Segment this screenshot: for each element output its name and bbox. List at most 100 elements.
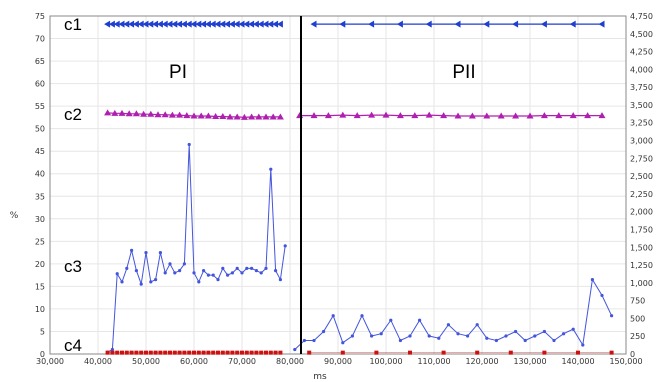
y-tick-label: 40 bbox=[35, 170, 45, 179]
data-point-c4 bbox=[278, 350, 283, 355]
series-c1 bbox=[104, 20, 605, 28]
data-point-c3 bbox=[514, 329, 518, 334]
data-point-c1 bbox=[190, 20, 197, 28]
y2-tick-label: 1,000 bbox=[630, 279, 653, 288]
data-point-c2 bbox=[168, 111, 176, 118]
y-tick-label: 0 bbox=[40, 350, 45, 359]
data-point-c3 bbox=[302, 338, 306, 343]
data-point-c3 bbox=[562, 332, 566, 336]
data-point-c3 bbox=[197, 280, 201, 284]
data-point-c3 bbox=[211, 273, 215, 277]
data-point-c3 bbox=[389, 318, 393, 322]
data-point-c2 bbox=[483, 112, 491, 119]
data-point-c3 bbox=[250, 266, 254, 270]
data-point-c1 bbox=[569, 20, 576, 28]
y-tick-label: 25 bbox=[35, 237, 45, 246]
phase-label-pii: PII bbox=[452, 62, 475, 83]
data-point-c1 bbox=[454, 20, 461, 28]
data-point-c3 bbox=[370, 334, 374, 338]
data-point-c4 bbox=[129, 350, 134, 355]
data-point-c4 bbox=[230, 350, 235, 355]
plot-frame bbox=[49, 15, 627, 355]
series-line-c2 bbox=[299, 114, 602, 117]
data-point-c2 bbox=[240, 113, 248, 120]
x-tick-label: 120,000 bbox=[465, 357, 498, 366]
data-point-c2 bbox=[212, 112, 220, 119]
y2-tick-label: 0 bbox=[630, 350, 635, 359]
x-tick-label: 30,000 bbox=[36, 357, 64, 366]
x-tick-label: 60,000 bbox=[180, 357, 208, 366]
data-point-c2 bbox=[197, 112, 205, 119]
data-point-c4 bbox=[576, 350, 580, 355]
data-point-c2 bbox=[248, 113, 256, 120]
data-point-c3 bbox=[235, 266, 239, 270]
x-tick-label: 110,000 bbox=[417, 357, 450, 366]
data-point-c1 bbox=[257, 20, 264, 28]
data-point-c3 bbox=[163, 271, 167, 275]
data-point-c3 bbox=[254, 269, 258, 273]
data-point-c1 bbox=[128, 20, 135, 28]
y-tick-label: 70 bbox=[35, 35, 45, 44]
data-point-c1 bbox=[368, 20, 375, 28]
series-c4 bbox=[105, 350, 614, 355]
data-point-c4 bbox=[182, 350, 187, 355]
data-point-c1 bbox=[142, 20, 149, 28]
data-point-c1 bbox=[137, 20, 144, 28]
data-point-c3 bbox=[221, 266, 225, 270]
data-point-c4 bbox=[235, 350, 240, 355]
data-point-c3 bbox=[408, 334, 412, 338]
data-point-c2 bbox=[276, 113, 284, 120]
data-point-c1 bbox=[425, 20, 432, 28]
data-point-c1 bbox=[180, 20, 187, 28]
data-point-c1 bbox=[540, 20, 547, 28]
data-point-c1 bbox=[224, 20, 231, 28]
data-point-c2 bbox=[183, 112, 191, 119]
y2-tick-label: 500 bbox=[630, 314, 645, 323]
y-tick-label: 35 bbox=[35, 192, 45, 201]
data-point-c2 bbox=[190, 112, 198, 119]
y2-tick-label: 1,750 bbox=[630, 225, 653, 234]
series-layer bbox=[104, 20, 614, 355]
data-point-c3 bbox=[216, 278, 220, 282]
data-point-c2 bbox=[226, 113, 234, 120]
data-point-c3 bbox=[115, 272, 119, 276]
data-point-c2 bbox=[147, 110, 155, 117]
data-point-c3 bbox=[533, 334, 537, 338]
data-point-c4 bbox=[542, 350, 547, 355]
data-point-c3 bbox=[427, 334, 431, 338]
y2-tick-label: 2,750 bbox=[630, 154, 653, 163]
data-point-c2 bbox=[396, 112, 404, 119]
data-point-c3 bbox=[446, 323, 450, 327]
y2-tick-label: 4,000 bbox=[630, 65, 653, 74]
x-axis-ticks: 30,000 40,000 50,000 60,000 70,000 80,000 90,0… bbox=[36, 357, 643, 366]
data-point-c3 bbox=[182, 262, 186, 266]
data-point-c3 bbox=[293, 347, 297, 352]
y2-tick-label: 750 bbox=[630, 297, 645, 306]
y2-tick-label: 3,000 bbox=[630, 137, 653, 146]
data-point-c3 bbox=[178, 269, 182, 273]
y2-tick-label: 1,500 bbox=[630, 243, 653, 252]
data-point-c3 bbox=[322, 329, 326, 334]
y2-tick-label: 4,500 bbox=[630, 30, 653, 39]
data-point-c4 bbox=[240, 350, 244, 355]
data-point-c1 bbox=[339, 20, 346, 28]
data-point-c2 bbox=[425, 111, 433, 118]
data-point-c3 bbox=[154, 278, 158, 282]
data-point-c1 bbox=[243, 20, 250, 28]
x-tick-label: 150,000 bbox=[609, 357, 642, 366]
y2-tick-label: 4,750 bbox=[630, 12, 653, 21]
data-point-c3 bbox=[168, 262, 172, 266]
data-point-c3 bbox=[144, 251, 148, 255]
data-point-c3 bbox=[571, 327, 575, 331]
data-point-c4 bbox=[408, 350, 412, 355]
data-point-c1 bbox=[483, 20, 490, 28]
data-point-c3 bbox=[350, 334, 354, 338]
y-tick-label: 45 bbox=[35, 147, 45, 156]
y-tick-label: 60 bbox=[35, 80, 45, 89]
data-point-c4 bbox=[110, 350, 115, 355]
data-point-c4 bbox=[340, 350, 345, 355]
data-point-c3 bbox=[158, 251, 162, 255]
y2-axis-ticks: 0 250 500 750 1,000 1,250 1,500 1,750 2,000 2,250… bbox=[630, 12, 653, 359]
series-label-c2: c2 bbox=[64, 105, 82, 124]
data-point-c1 bbox=[156, 20, 163, 28]
